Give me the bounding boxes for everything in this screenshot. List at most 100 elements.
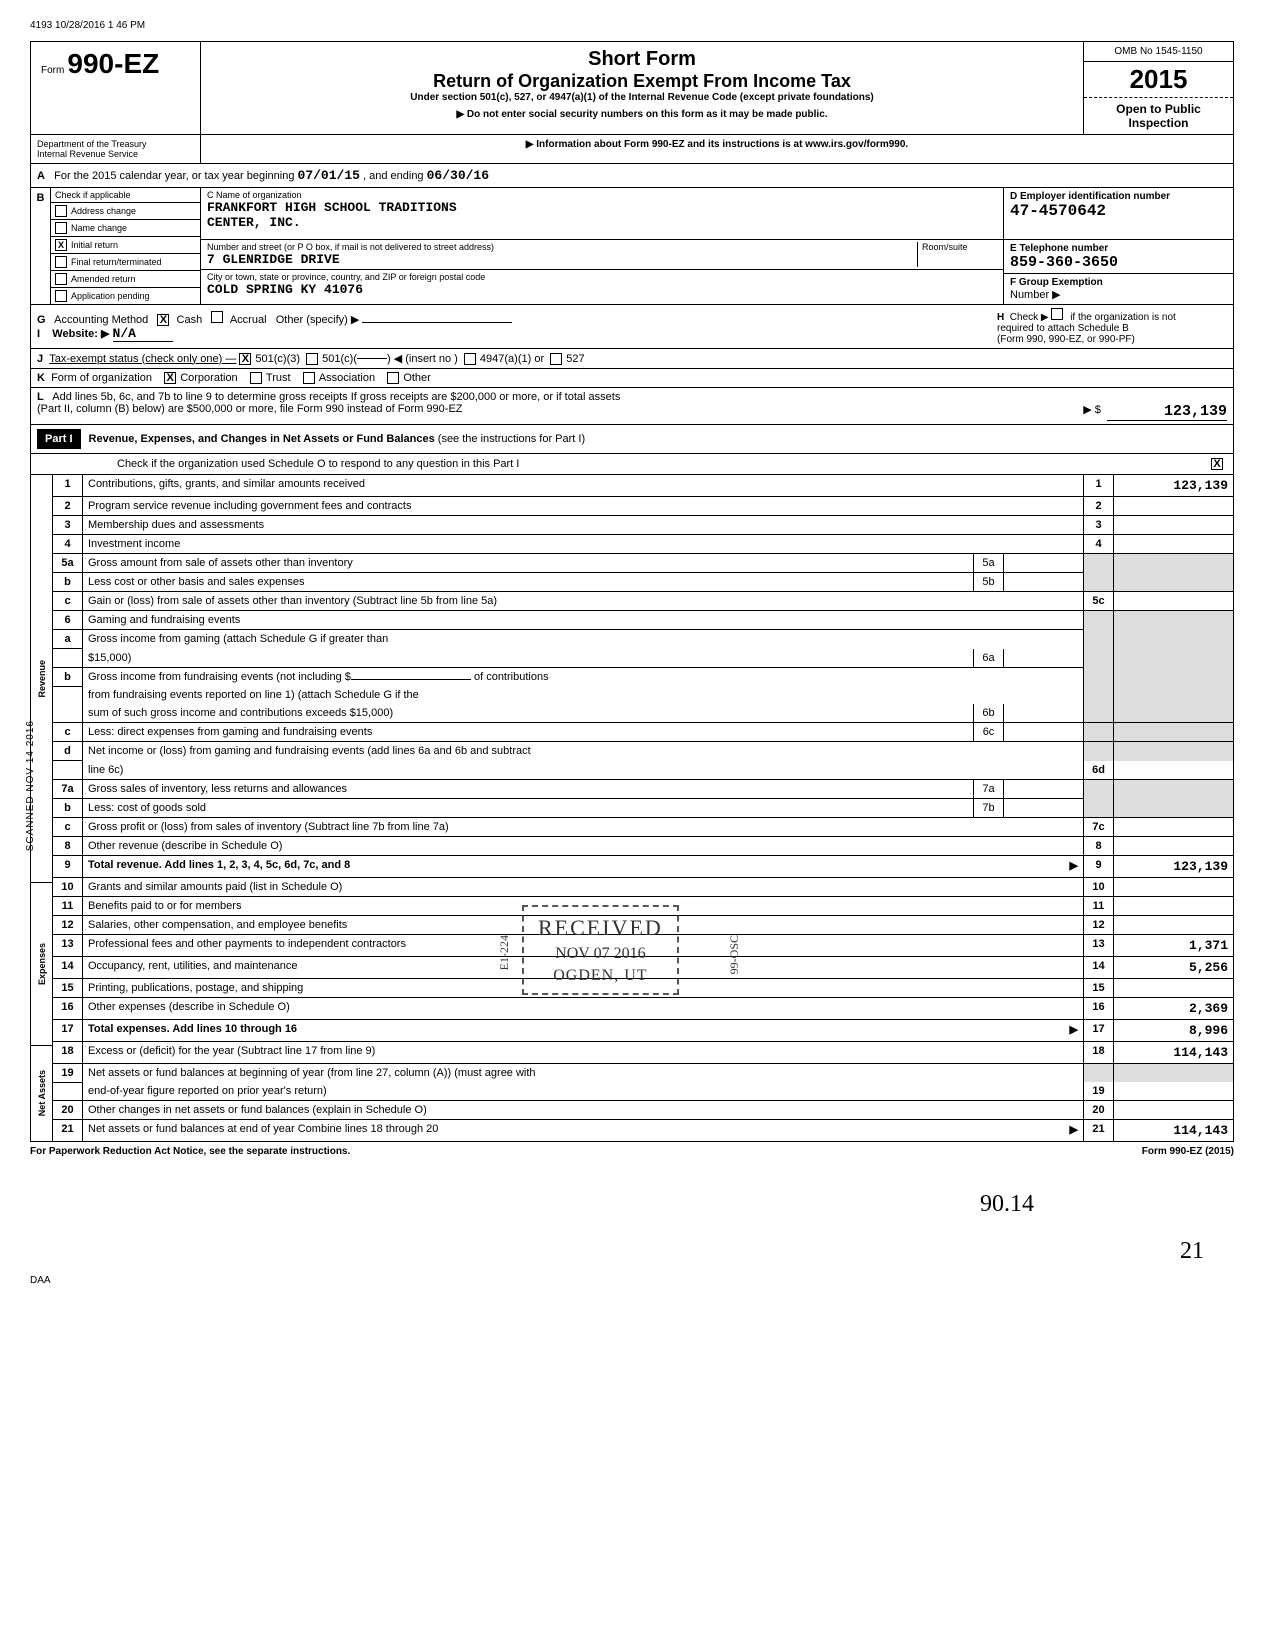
warning-line: ▶ Do not enter social security numbers o… xyxy=(211,109,1073,120)
l-text1: Add lines 5b, 6c, and 7b to line 9 to de… xyxy=(52,391,620,403)
check-final-return: Final return/terminated xyxy=(51,254,200,271)
l-arrow: ▶ $ xyxy=(1083,403,1101,421)
checkbox-527[interactable] xyxy=(550,353,562,365)
line-5a: 5aGross amount from sale of assets other… xyxy=(53,554,1234,573)
line-17: 17Total expenses. Add lines 10 through 1… xyxy=(53,1019,1234,1041)
cash-label: Cash xyxy=(177,314,203,326)
city-label: City or town, state or province, country… xyxy=(207,272,997,282)
handwriting-area: 90.14 21 xyxy=(30,1191,1234,1265)
part1-label: Part I xyxy=(37,429,81,449)
line-6b-2: from fundraising events reported on line… xyxy=(53,686,1234,704)
l-label: L xyxy=(37,391,44,403)
h-label: H xyxy=(997,312,1004,323)
trust-label: Trust xyxy=(266,372,291,384)
org-info-column: C Name of organization FRANKFORT HIGH SC… xyxy=(201,188,1003,304)
row-g-i: G Accounting Method X Cash Accrual Other… xyxy=(30,305,1234,349)
line-10: 10Grants and similar amounts paid (list … xyxy=(53,877,1234,896)
checkbox-501c[interactable] xyxy=(306,353,318,365)
f-sub: Number ▶ xyxy=(1010,289,1061,301)
received-stamp: RECEIVED NOV 07 2016 OGDEN, UT xyxy=(522,905,679,995)
line-8: 8Other revenue (describe in Schedule O)8 xyxy=(53,836,1234,855)
i-label: I xyxy=(37,328,40,340)
check-label-0: Address change xyxy=(71,206,136,216)
street-row: Number and street (or P O box, if mail i… xyxy=(201,240,1003,270)
section-b: B Check if applicable Address change Nam… xyxy=(30,188,1234,305)
checkbox-amended[interactable] xyxy=(55,273,67,285)
checkbox-final[interactable] xyxy=(55,256,67,268)
row-l: L Add lines 5b, 6c, and 7b to line 9 to … xyxy=(30,388,1234,425)
handwrite-2: 21 xyxy=(30,1238,1204,1265)
acct-method-label: Accounting Method xyxy=(54,314,148,326)
checkbox-name[interactable] xyxy=(55,222,67,234)
check-name-change: Name change xyxy=(51,220,200,237)
checkbox-trust[interactable] xyxy=(250,372,262,384)
omb-number: OMB No 1545-1150 xyxy=(1084,42,1233,62)
checkbox-address[interactable] xyxy=(55,205,67,217)
inspection-text: Inspection xyxy=(1128,116,1188,130)
tax-year: 2015 xyxy=(1084,62,1233,98)
lines-table: 1Contributions, gifts, grants, and simil… xyxy=(52,475,1234,1142)
row-j: J Tax-exempt status (check only one) — X… xyxy=(30,349,1234,369)
ein-row: D Employer identification number 47-4570… xyxy=(1004,188,1233,240)
opt-501c-suffix: ) ◀ (insert no ) xyxy=(387,352,458,365)
part1-check-row: Check if the organization used Schedule … xyxy=(30,454,1234,475)
checkbox-schedule-o[interactable]: X xyxy=(1211,458,1223,470)
assoc-label: Association xyxy=(319,372,375,384)
line-21: 21Net assets or fund balances at end of … xyxy=(53,1120,1234,1142)
part1-title-wrap: Revenue, Expenses, and Changes in Net As… xyxy=(89,433,586,445)
right-box: OMB No 1545-1150 2015 Open to Public Ins… xyxy=(1083,42,1233,134)
j-text: Tax-exempt status (check only one) — xyxy=(49,353,236,365)
check-initial-return: XInitial return xyxy=(51,237,200,254)
opt-527: 527 xyxy=(566,353,584,365)
lines-wrapper: Revenue Expenses Net Assets 1Contributio… xyxy=(30,475,1234,1142)
line-7b: bLess: cost of goods sold7b xyxy=(53,798,1234,817)
footer-right: Form 990-EZ (2015) xyxy=(1142,1146,1234,1157)
dept-left: Department of the Treasury Internal Reve… xyxy=(31,135,201,163)
h-text2: if the organization is not xyxy=(1070,312,1176,323)
line-19-2: end-of-year figure reported on prior yea… xyxy=(53,1082,1234,1101)
line-3: 3Membership dues and assessments3 xyxy=(53,516,1234,535)
e-label: E Telephone number xyxy=(1010,243,1108,254)
row-a-pre: For the 2015 calendar year, or tax year … xyxy=(54,170,294,182)
checkbox-schedule-b[interactable] xyxy=(1051,308,1063,320)
g-label: G xyxy=(37,314,46,326)
right-info-column: D Employer identification number 47-4570… xyxy=(1003,188,1233,304)
phone-row: E Telephone number 859-360-3650 xyxy=(1004,240,1233,274)
city-row: City or town, state or province, country… xyxy=(201,270,1003,299)
part1-check-text: Check if the organization used Schedule … xyxy=(37,458,1211,470)
h-text1: Check ▶ xyxy=(1010,312,1049,323)
corp-label: Corporation xyxy=(180,372,237,384)
checkbox-other-org[interactable] xyxy=(387,372,399,384)
checkbox-pending[interactable] xyxy=(55,290,67,302)
row-a: A For the 2015 calendar year, or tax yea… xyxy=(30,164,1234,188)
scanned-side-stamp: SCANNED NOV 14 2016 xyxy=(25,720,36,851)
h-text4: (Form 990, 990-EZ, or 990-PF) xyxy=(997,334,1135,345)
received-location: OGDEN, UT xyxy=(538,967,663,985)
checkbox-initial[interactable]: X xyxy=(55,239,67,251)
other-org-label: Other xyxy=(403,372,431,384)
form-header: Form 990-EZ Short Form Return of Organiz… xyxy=(30,41,1234,135)
part1-title: Revenue, Expenses, and Changes in Net As… xyxy=(89,433,435,445)
line-5b: bLess cost or other basis and sales expe… xyxy=(53,573,1234,592)
line-20: 20Other changes in net assets or fund ba… xyxy=(53,1101,1234,1120)
checkbox-4947[interactable] xyxy=(464,353,476,365)
room-label: Room/suite xyxy=(922,242,997,252)
group-exemption-row: F Group Exemption Number ▶ xyxy=(1004,274,1233,303)
checkbox-corp[interactable]: X xyxy=(164,372,176,384)
k-text: Form of organization xyxy=(51,372,152,384)
line-6b-1: bGross income from fundraising events (n… xyxy=(53,667,1234,686)
ein-value: 47-4570642 xyxy=(1010,202,1106,220)
received-date: NOV 07 2016 xyxy=(538,945,663,963)
checkbox-501c3[interactable]: X xyxy=(239,353,251,365)
check-amended: Amended return xyxy=(51,271,200,288)
j-label: J xyxy=(37,353,43,365)
line-1: 1Contributions, gifts, grants, and simil… xyxy=(53,475,1234,497)
checkbox-assoc[interactable] xyxy=(303,372,315,384)
check-label-5: Application pending xyxy=(71,291,150,301)
checkbox-cash[interactable]: X xyxy=(157,314,169,326)
part1-suffix: (see the instructions for Part I) xyxy=(438,433,585,445)
received-text: RECEIVED xyxy=(538,915,663,941)
line-6b-3: sum of such gross income and contributio… xyxy=(53,704,1234,723)
checkbox-accrual[interactable] xyxy=(211,311,223,323)
handwrite-1: 90.14 xyxy=(30,1191,1034,1218)
